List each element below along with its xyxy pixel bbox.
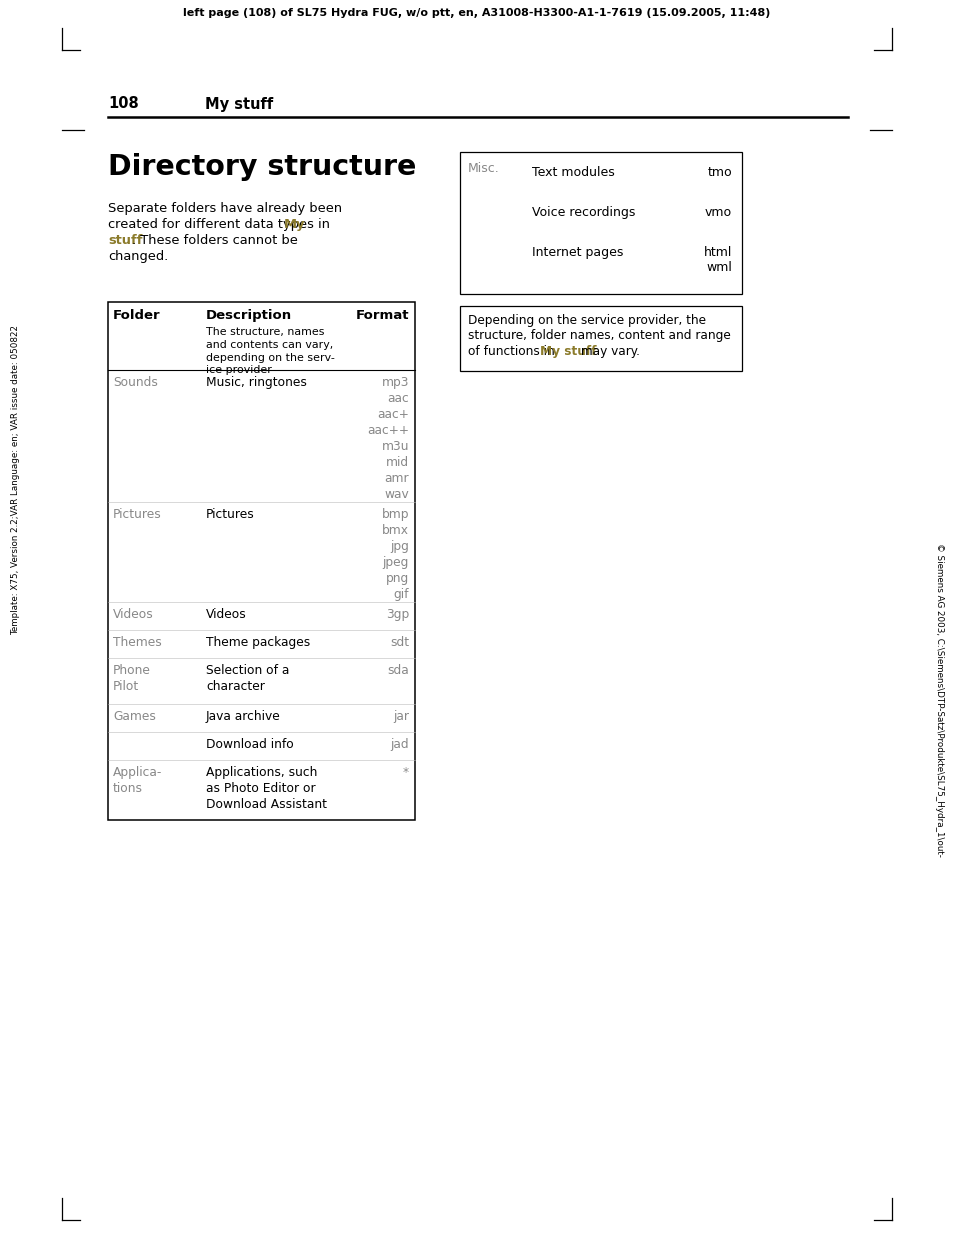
Text: Videos: Videos <box>206 608 247 621</box>
Text: Misc.: Misc. <box>468 162 499 174</box>
Text: bmp
bmx
jpg
jpeg
png
gif: bmp bmx jpg jpeg png gif <box>381 508 409 601</box>
Text: Games: Games <box>112 710 155 723</box>
Text: My stuff: My stuff <box>205 96 273 111</box>
Text: Themes: Themes <box>112 635 162 649</box>
Text: Directory structure: Directory structure <box>108 153 416 181</box>
Text: Format: Format <box>355 309 409 321</box>
Text: Description: Description <box>206 309 292 321</box>
Text: Applica-
tions: Applica- tions <box>112 766 162 795</box>
Text: *: * <box>402 766 409 779</box>
Text: My: My <box>284 218 305 231</box>
Text: Theme packages: Theme packages <box>206 635 310 649</box>
Text: © Siemens AG 2003, C:\Siemens\DTP-Satz\Produkte\SL75_Hydra_1\out-: © Siemens AG 2003, C:\Siemens\DTP-Satz\P… <box>935 543 943 857</box>
Text: Sounds: Sounds <box>112 376 157 389</box>
Text: stuff: stuff <box>108 234 142 247</box>
Text: Text modules: Text modules <box>532 166 614 179</box>
Text: Java archive: Java archive <box>206 710 280 723</box>
Text: Videos: Videos <box>112 608 153 621</box>
Text: Internet pages: Internet pages <box>532 245 622 259</box>
Text: left page (108) of SL75 Hydra FUG, w/o ptt, en, A31008-H3300-A1-1-7619 (15.09.20: left page (108) of SL75 Hydra FUG, w/o p… <box>183 7 770 17</box>
Text: Selection of a
character: Selection of a character <box>206 664 289 693</box>
Text: Download info: Download info <box>206 738 294 751</box>
Text: tmo: tmo <box>706 166 731 179</box>
Bar <box>459 307 741 370</box>
Text: sda: sda <box>387 664 409 677</box>
Text: . These folders cannot be: . These folders cannot be <box>132 234 298 247</box>
Text: Template: X75, Version 2.2;VAR Language: en; VAR issue date: 050822: Template: X75, Version 2.2;VAR Language:… <box>11 325 20 635</box>
Bar <box>108 302 415 820</box>
Text: The structure, names
and contents can vary,
depending on the serv-
ice provider: The structure, names and contents can va… <box>206 326 335 375</box>
Text: vmo: vmo <box>704 206 731 219</box>
Text: html
wml: html wml <box>703 245 731 274</box>
Text: Pictures: Pictures <box>112 508 162 521</box>
Text: Phone
Pilot: Phone Pilot <box>112 664 151 693</box>
Text: Voice recordings: Voice recordings <box>532 206 635 219</box>
Text: Pictures: Pictures <box>206 508 254 521</box>
Text: mp3
aac
aac+
aac++
m3u
mid
amr
wav: mp3 aac aac+ aac++ m3u mid amr wav <box>367 376 409 501</box>
Text: sdt: sdt <box>390 635 409 649</box>
Text: Applications, such
as Photo Editor or
Download Assistant: Applications, such as Photo Editor or Do… <box>206 766 327 811</box>
Text: changed.: changed. <box>108 250 168 263</box>
Text: structure, folder names, content and range: structure, folder names, content and ran… <box>468 329 730 343</box>
Text: of functions in: of functions in <box>468 345 558 358</box>
Text: 3gp: 3gp <box>385 608 409 621</box>
Text: may vary.: may vary. <box>576 345 639 358</box>
Text: 108: 108 <box>108 96 138 111</box>
Text: My stuff: My stuff <box>539 345 597 358</box>
Text: Separate folders have already been: Separate folders have already been <box>108 202 342 216</box>
Text: Folder: Folder <box>112 309 160 321</box>
Text: Music, ringtones: Music, ringtones <box>206 376 307 389</box>
Text: Depending on the service provider, the: Depending on the service provider, the <box>468 314 705 326</box>
Text: jad: jad <box>390 738 409 751</box>
Text: created for different data types in: created for different data types in <box>108 218 334 231</box>
Bar <box>459 152 741 294</box>
Text: jar: jar <box>393 710 409 723</box>
